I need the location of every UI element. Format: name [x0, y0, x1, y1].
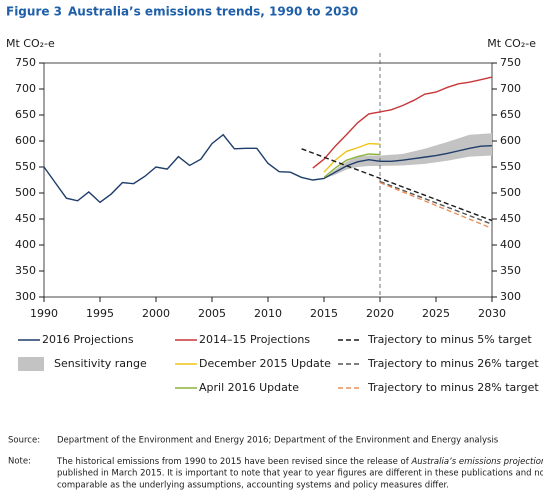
- legend-label: 2014–15 Projections: [199, 333, 310, 346]
- y-tick-label: 650: [15, 108, 36, 121]
- source: Department of the Environment and Energy…: [57, 436, 499, 446]
- series-line: [323, 142, 381, 173]
- series-line: [301, 148, 493, 222]
- series-line: [379, 180, 493, 225]
- y-tick-label: 350: [15, 264, 36, 277]
- y2-tick-label: 350: [500, 264, 521, 277]
- legend-label: Trajectory to minus 5% target: [367, 333, 532, 346]
- x-tick-label: 2010: [254, 307, 282, 320]
- series-line: [312, 76, 493, 169]
- figure-label: Figure 3: [6, 5, 62, 19]
- x-tick-label: 2030: [478, 307, 506, 320]
- note: comparable as the underlying assumptions…: [57, 481, 449, 491]
- x-tick-label: 1990: [30, 307, 58, 320]
- x-tick-label: 2000: [142, 307, 170, 320]
- note-text: The historical emissions from 1990 to 20…: [56, 457, 411, 467]
- note-label: Note:: [8, 457, 31, 467]
- y2-tick-label: 550: [500, 160, 521, 173]
- x-tick-label: 2015: [310, 307, 338, 320]
- y-tick-label: 600: [15, 134, 36, 147]
- y2-tick-label: 700: [500, 82, 521, 95]
- legend-label: 2016 Projections: [42, 333, 134, 346]
- legend-label: Sensitivity range: [54, 357, 147, 370]
- y2-tick-label: 500: [500, 186, 521, 199]
- plot-frame: [43, 62, 493, 298]
- legend-label: Trajectory to minus 28% target: [367, 381, 539, 394]
- source-label: Source:: [8, 436, 40, 446]
- chart-title: Australia’s emissions trends, 1990 to 20…: [68, 5, 358, 19]
- x-tick-label: 2005: [198, 307, 226, 320]
- sensitivity-band: [324, 133, 492, 179]
- series-line: [43, 133, 493, 204]
- y-axis-label: Mt CO₂-e: [6, 37, 55, 50]
- x-tick-label: 2025: [422, 307, 450, 320]
- y2-tick-label: 600: [500, 134, 521, 147]
- y2-tick-label: 750: [500, 56, 521, 69]
- legend-swatch: [18, 357, 44, 371]
- series-line: [379, 181, 493, 230]
- note-text: Australia’s emissions projections 2014–1…: [410, 457, 543, 467]
- x-tick-label: 2020: [366, 307, 394, 320]
- note: The historical emissions from 1990 to 20…: [56, 457, 543, 467]
- note: published in March 2015. It is important…: [57, 469, 543, 479]
- y-tick-label: 300: [15, 290, 36, 303]
- legend-label: Trajectory to minus 26% target: [367, 357, 539, 370]
- legend-label: December 2015 Update: [199, 357, 331, 370]
- y2-tick-label: 400: [500, 238, 521, 251]
- x-tick-label: 1995: [86, 307, 114, 320]
- y-tick-label: 450: [15, 212, 36, 225]
- y2-tick-label: 650: [500, 108, 521, 121]
- y-tick-label: 700: [15, 82, 36, 95]
- legend-label: April 2016 Update: [199, 381, 299, 394]
- y-tick-label: 400: [15, 238, 36, 251]
- y2-axis-label: Mt CO₂-e: [487, 37, 536, 50]
- y-tick-label: 500: [15, 186, 36, 199]
- y2-tick-label: 450: [500, 212, 521, 225]
- series-line: [323, 153, 381, 178]
- y-tick-label: 750: [15, 56, 36, 69]
- y2-tick-label: 300: [500, 290, 521, 303]
- y-tick-label: 550: [15, 160, 36, 173]
